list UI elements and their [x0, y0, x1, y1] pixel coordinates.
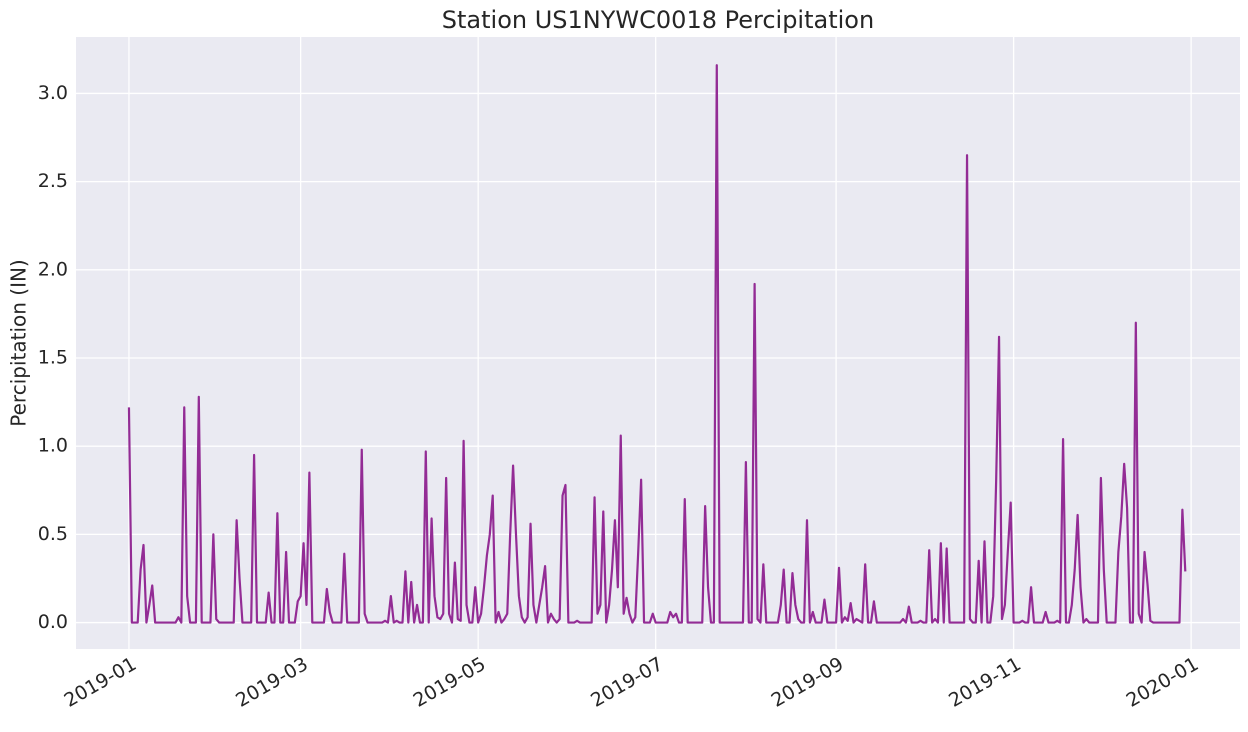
y-tick-label: 2.0	[38, 258, 68, 280]
y-tick-label: 2.5	[38, 170, 68, 192]
y-tick-label: 3.0	[38, 82, 68, 104]
x-tick-label: 2019-05	[410, 653, 490, 712]
x-tick-label: 2020-01	[1123, 653, 1203, 712]
y-tick-label: 0.0	[38, 611, 68, 633]
y-tick-label: 1.5	[38, 346, 68, 368]
chart-title: Station US1NYWC0018 Percipitation	[442, 6, 874, 34]
y-tick-label: 1.0	[38, 435, 68, 457]
x-tick-label: 2019-09	[768, 653, 848, 712]
y-tick-label: 0.5	[38, 523, 68, 545]
x-tick-label: 2019-07	[587, 653, 667, 712]
plot-area	[76, 37, 1240, 649]
x-tick-label: 2019-01	[60, 653, 140, 712]
x-tick-label: 2019-11	[945, 653, 1025, 712]
y-axis-label: Percipitation (IN)	[7, 259, 31, 426]
data-line	[127, 64, 1187, 624]
x-tick-label: 2019-03	[232, 653, 312, 712]
